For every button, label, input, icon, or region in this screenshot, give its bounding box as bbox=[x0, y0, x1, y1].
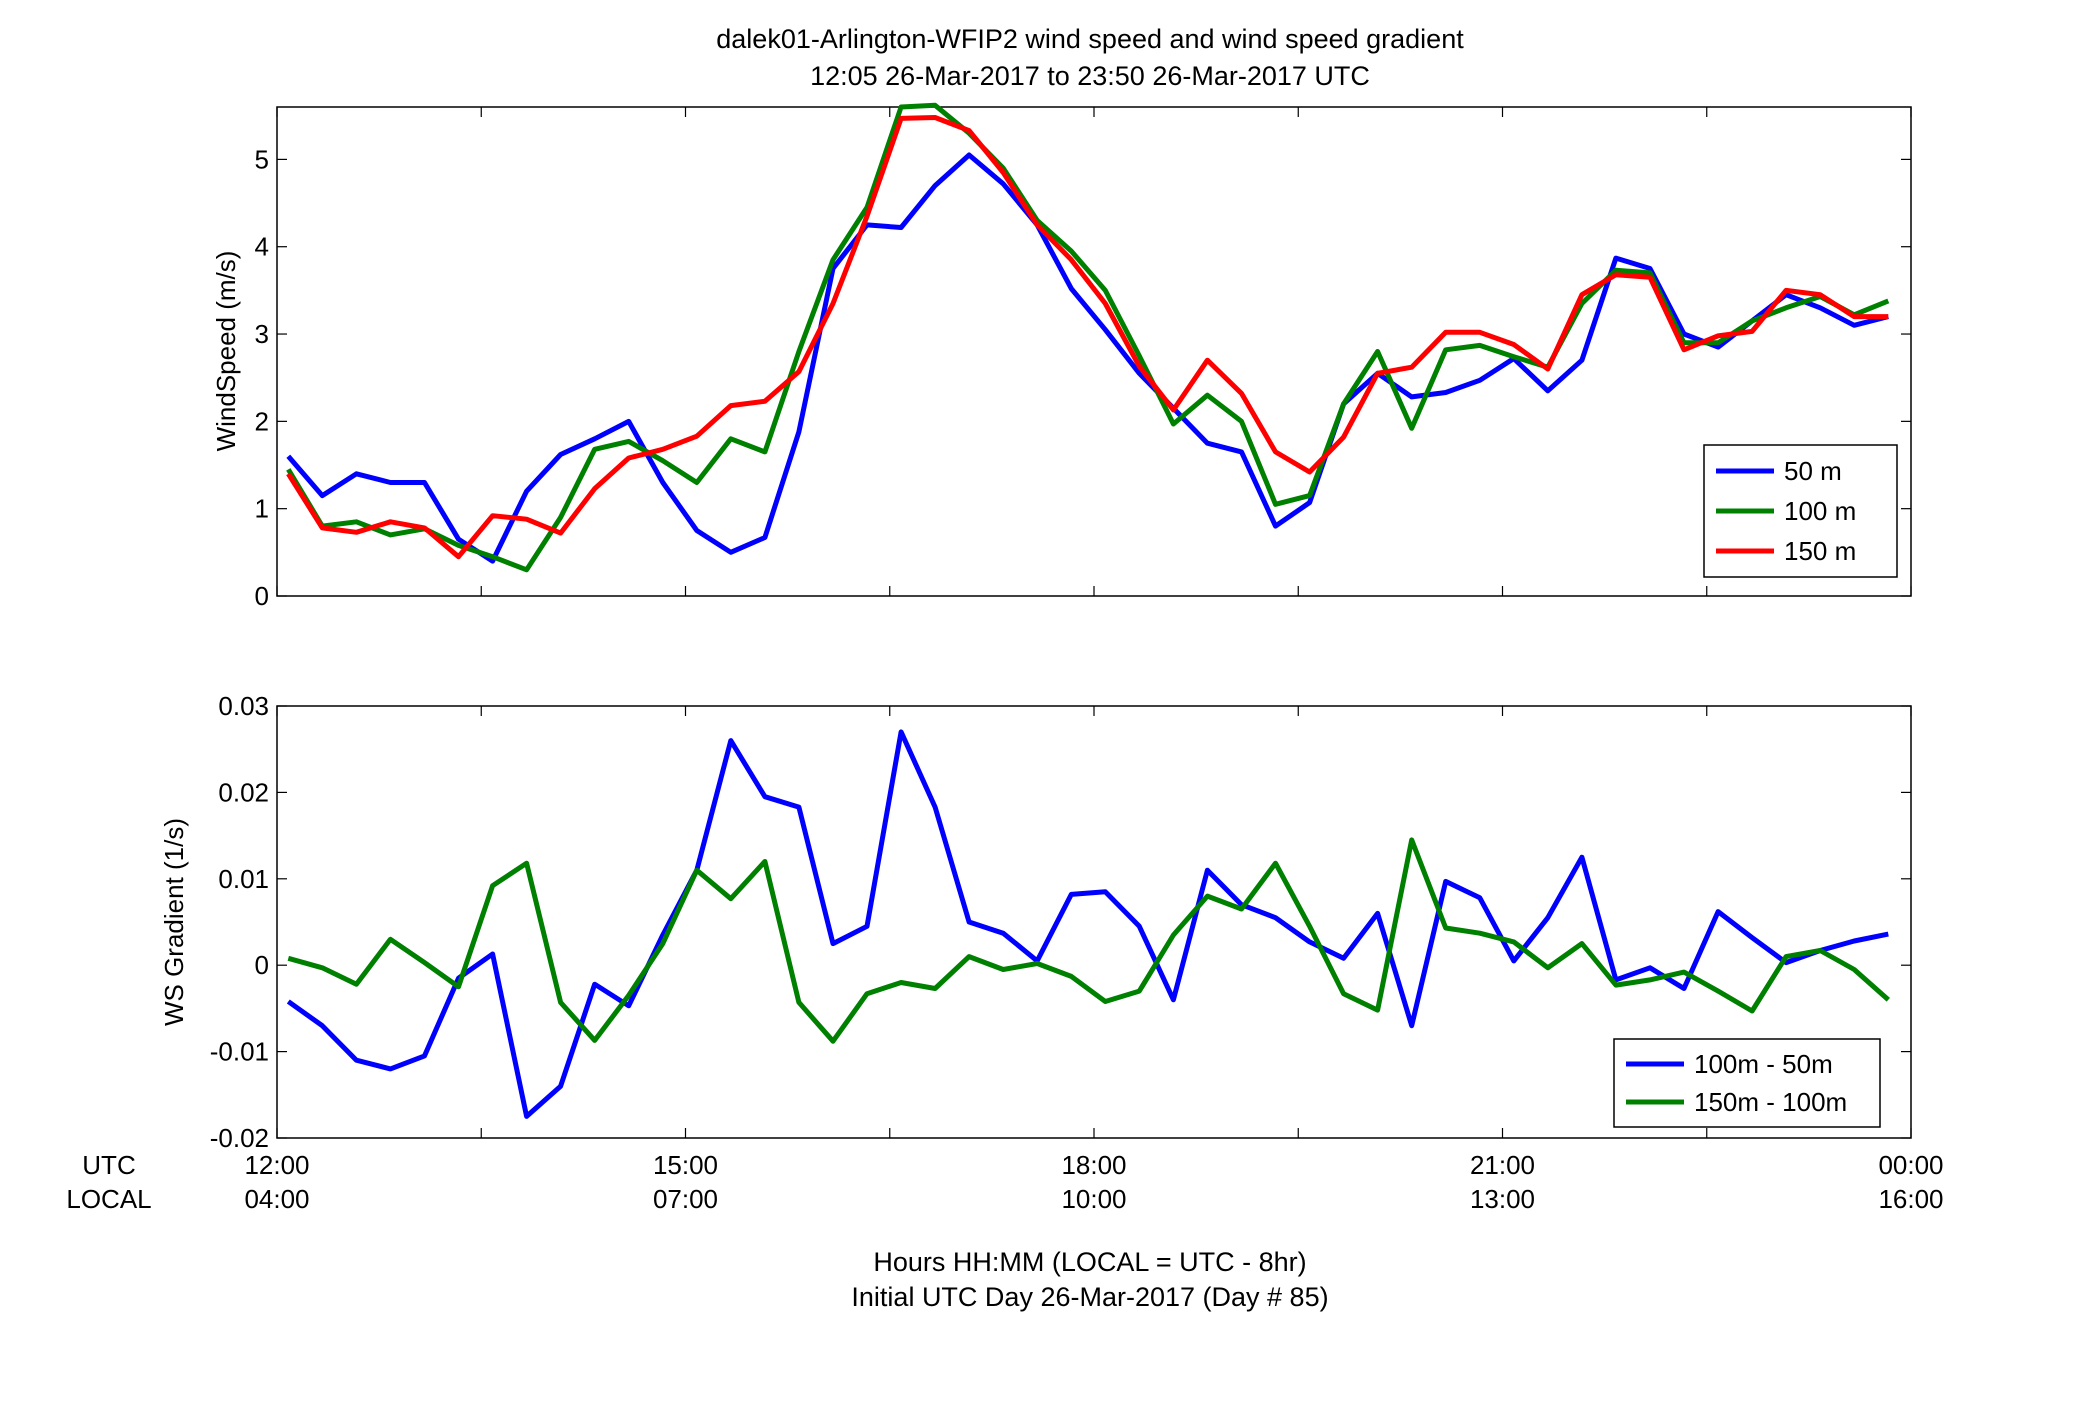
x-tick-label-utc: 00:00 bbox=[1878, 1150, 1943, 1180]
x-tick-label-local: 10:00 bbox=[1061, 1184, 1126, 1214]
x-tick-label-utc: 21:00 bbox=[1470, 1150, 1535, 1180]
windspeed-y-axis-label: WindSpeed (m/s) bbox=[211, 251, 241, 452]
x-tick-label-utc: 12:00 bbox=[244, 1150, 309, 1180]
x-row-label-utc: UTC bbox=[82, 1150, 135, 1180]
gradient-legend-label: 100m - 50m bbox=[1694, 1049, 1833, 1079]
windspeed-y-tick-label: 5 bbox=[255, 144, 269, 174]
windspeed-axes-box bbox=[276, 106, 1912, 597]
x-tick-label-utc: 18:00 bbox=[1061, 1150, 1126, 1180]
windspeed-lines bbox=[286, 102, 1890, 573]
gradient-y-tick-label: -0.01 bbox=[210, 1037, 269, 1067]
x-tick-label-utc: 15:00 bbox=[653, 1150, 718, 1180]
gradient-y-tick-label: 0.01 bbox=[218, 864, 269, 894]
gradient-y-tick-label: 0.02 bbox=[218, 777, 269, 807]
x-tick-labels: 12:00 04:00 15:00 07:00 18:00 10:00 21:00 13:00… bbox=[244, 1150, 1943, 1214]
x-axis-label-line1: Hours HH:MM (LOCAL = UTC - 8hr) bbox=[873, 1247, 1306, 1277]
gradient-legend-box bbox=[1613, 1038, 1881, 1128]
windspeed-legend-label: 100 m bbox=[1784, 496, 1856, 526]
gradient-panel: -0.02 -0.01 0 0.01 0.02 0.03 WS Gradient (1/s… bbox=[159, 691, 1912, 1153]
x-tick-label-local: 13:00 bbox=[1470, 1184, 1535, 1214]
windspeed-y-tick-label: 1 bbox=[255, 494, 269, 524]
gradient-y-tick-label: 0 bbox=[255, 950, 269, 980]
gradient-y-tick-label: -0.02 bbox=[210, 1123, 269, 1153]
windspeed-legend-label: 50 m bbox=[1784, 456, 1842, 486]
chart-title-line2: 12:05 26-Mar-2017 to 23:50 26-Mar-2017 U… bbox=[810, 61, 1370, 91]
x-tick-label-local: 16:00 bbox=[1878, 1184, 1943, 1214]
x-tick-label-local: 04:00 bbox=[244, 1184, 309, 1214]
windspeed-y-tick-label: 3 bbox=[255, 319, 269, 349]
windspeed-series-150-m bbox=[286, 115, 1889, 560]
windspeed-y-tick-label: 2 bbox=[255, 406, 269, 436]
chart-title-line1: dalek01-Arlington-WFIP2 wind speed and w… bbox=[716, 24, 1464, 54]
gradient-y-tick-label: 0.03 bbox=[218, 691, 269, 721]
x-axis-label-line2: Initial UTC Day 26-Mar-2017 (Day # 85) bbox=[851, 1282, 1328, 1312]
windspeed-y-tick-label: 4 bbox=[255, 232, 269, 262]
windspeed-legend-label: 150 m bbox=[1784, 536, 1856, 566]
gradient-series-150m-100m bbox=[287, 837, 1890, 1044]
windspeed-y-tick-label: 0 bbox=[255, 581, 269, 611]
windspeed-legend: 50 m 100 m 150 m bbox=[1703, 444, 1898, 578]
windspeed-series-50-m bbox=[286, 152, 1889, 564]
gradient-ticks: -0.02 -0.01 0 0.01 0.02 0.03 bbox=[210, 691, 1912, 1153]
x-tick-label-local: 07:00 bbox=[653, 1184, 718, 1214]
gradient-lines bbox=[286, 729, 1890, 1119]
gradient-y-axis-label: WS Gradient (1/s) bbox=[159, 818, 189, 1026]
gradient-legend-label: 150m - 100m bbox=[1694, 1087, 1847, 1117]
gradient-legend: 100m - 50m 150m - 100m bbox=[1613, 1038, 1881, 1128]
windspeed-panel: 0 1 2 3 4 5 WindSpeed (m/s) 50 m 100 m 150 m bbox=[211, 102, 1912, 611]
x-row-label-local: LOCAL bbox=[66, 1184, 151, 1214]
windspeed-ticks: 0 1 2 3 4 5 bbox=[255, 107, 1912, 611]
windspeed-series-100-m bbox=[286, 102, 1890, 573]
gradient-series-100m-50m bbox=[286, 729, 1889, 1119]
